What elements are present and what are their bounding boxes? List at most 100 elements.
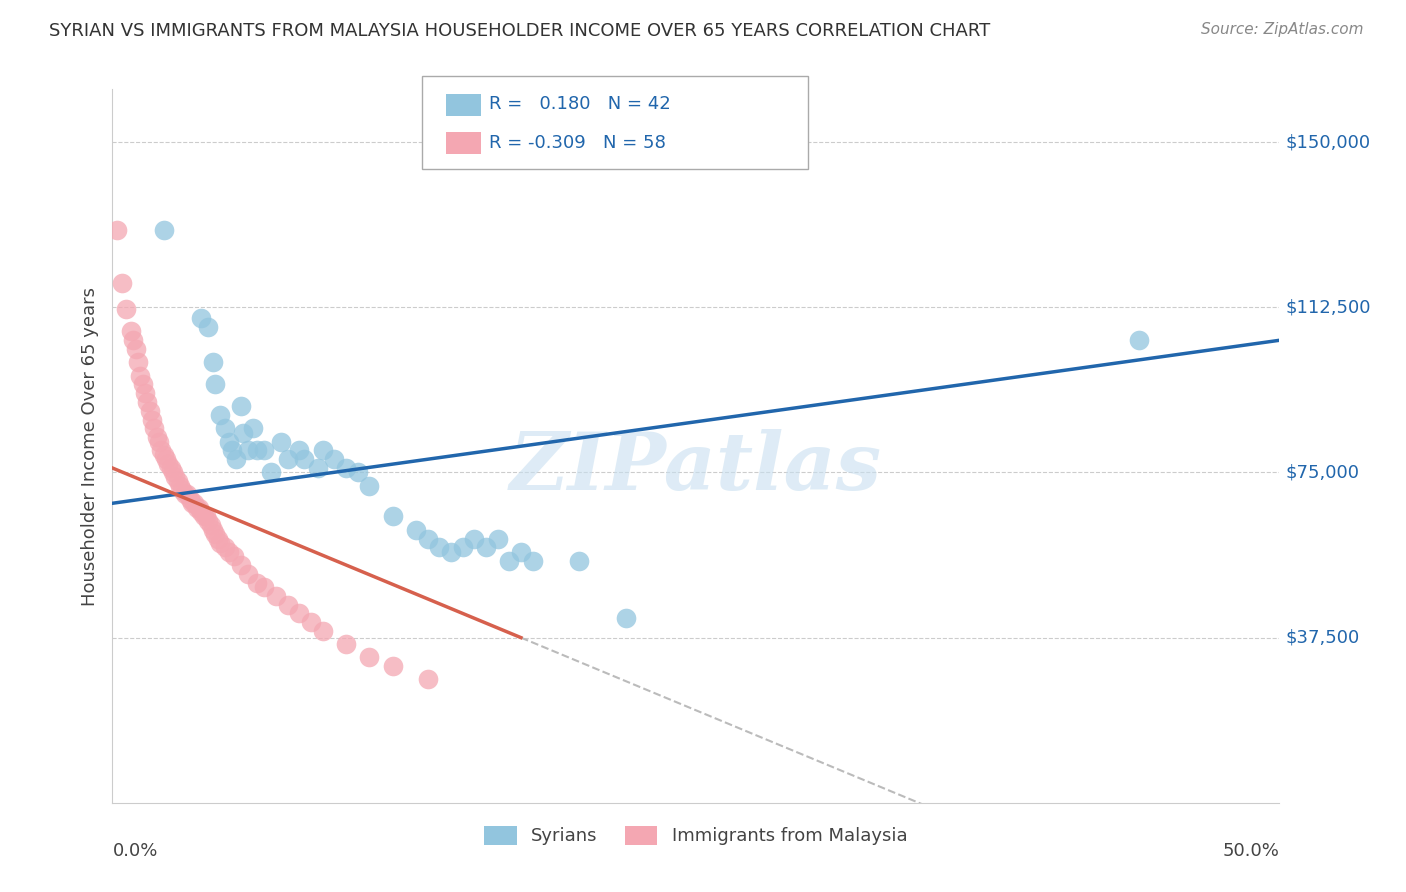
Point xyxy=(276,598,298,612)
Point xyxy=(276,452,298,467)
Point xyxy=(225,452,247,467)
Point xyxy=(204,377,226,392)
Point xyxy=(120,325,142,339)
Point xyxy=(105,223,128,237)
Point xyxy=(141,412,163,426)
Point xyxy=(150,443,173,458)
Point xyxy=(193,509,215,524)
Point xyxy=(236,566,259,581)
Point xyxy=(200,518,222,533)
Point xyxy=(139,403,162,417)
Point xyxy=(451,541,474,555)
Text: ZIPatlas: ZIPatlas xyxy=(510,429,882,506)
Point xyxy=(246,575,269,590)
Point xyxy=(236,443,259,458)
Point xyxy=(246,443,269,458)
Point xyxy=(129,368,152,383)
Point xyxy=(311,443,333,458)
Point xyxy=(214,541,236,555)
Point xyxy=(405,523,427,537)
Point xyxy=(157,457,180,471)
Point xyxy=(166,475,188,489)
Point xyxy=(160,461,183,475)
Point xyxy=(136,395,159,409)
Point xyxy=(204,527,226,541)
Point xyxy=(146,430,169,444)
Y-axis label: Householder Income Over 65 years: Householder Income Over 65 years xyxy=(80,286,98,606)
Point xyxy=(125,342,148,356)
Text: R =   0.180   N = 42: R = 0.180 N = 42 xyxy=(489,95,671,113)
Point xyxy=(299,615,322,630)
Point xyxy=(381,509,404,524)
Point xyxy=(176,487,198,501)
Point xyxy=(134,386,156,401)
Point xyxy=(416,673,439,687)
Point xyxy=(288,443,311,458)
Point xyxy=(172,483,194,497)
Point xyxy=(190,311,212,326)
Point xyxy=(148,434,170,449)
Point xyxy=(183,496,205,510)
Point xyxy=(122,333,145,347)
Point xyxy=(197,514,219,528)
Point xyxy=(201,355,224,369)
Point xyxy=(208,536,231,550)
Text: SYRIAN VS IMMIGRANTS FROM MALAYSIA HOUSEHOLDER INCOME OVER 65 YEARS CORRELATION : SYRIAN VS IMMIGRANTS FROM MALAYSIA HOUSE… xyxy=(49,22,990,40)
Point xyxy=(132,377,155,392)
Point xyxy=(288,607,311,621)
Point xyxy=(218,434,240,449)
Point xyxy=(509,545,531,559)
Point xyxy=(153,448,176,462)
Point xyxy=(475,541,498,555)
Point xyxy=(201,523,224,537)
Point xyxy=(162,466,184,480)
Point xyxy=(208,408,231,422)
Point xyxy=(214,421,236,435)
Point xyxy=(221,443,243,458)
Point xyxy=(169,478,191,492)
Point xyxy=(270,434,292,449)
Text: Source: ZipAtlas.com: Source: ZipAtlas.com xyxy=(1201,22,1364,37)
Point xyxy=(568,553,591,567)
Point xyxy=(222,549,245,563)
Text: $75,000: $75,000 xyxy=(1285,464,1360,482)
Point xyxy=(427,541,450,555)
Point xyxy=(311,624,333,638)
Point xyxy=(486,532,509,546)
Point xyxy=(229,558,252,572)
Text: $37,500: $37,500 xyxy=(1285,629,1360,647)
Point xyxy=(165,470,187,484)
Point xyxy=(197,320,219,334)
Point xyxy=(346,466,368,480)
Point xyxy=(522,553,544,567)
Point xyxy=(253,443,276,458)
Point xyxy=(416,532,439,546)
Point xyxy=(614,611,637,625)
Text: $150,000: $150,000 xyxy=(1285,133,1371,151)
Point xyxy=(115,302,138,317)
Point xyxy=(260,466,283,480)
Point xyxy=(359,650,381,665)
Text: R = -0.309   N = 58: R = -0.309 N = 58 xyxy=(489,134,666,152)
Point xyxy=(155,452,177,467)
Point xyxy=(194,509,217,524)
Point xyxy=(232,425,254,440)
Point xyxy=(359,478,381,492)
Legend: Syrians, Immigrants from Malaysia: Syrians, Immigrants from Malaysia xyxy=(475,817,917,855)
Text: 0.0%: 0.0% xyxy=(112,842,157,860)
Point xyxy=(187,500,209,515)
Point xyxy=(242,421,264,435)
Point xyxy=(1128,333,1150,347)
Point xyxy=(111,276,134,290)
Point xyxy=(498,553,520,567)
Point xyxy=(190,505,212,519)
Point xyxy=(264,589,287,603)
Point xyxy=(218,545,240,559)
Point xyxy=(463,532,485,546)
Point xyxy=(143,421,166,435)
Point xyxy=(381,659,404,673)
Point xyxy=(335,637,357,651)
Point xyxy=(292,452,315,467)
Point xyxy=(127,355,149,369)
Point xyxy=(207,532,229,546)
